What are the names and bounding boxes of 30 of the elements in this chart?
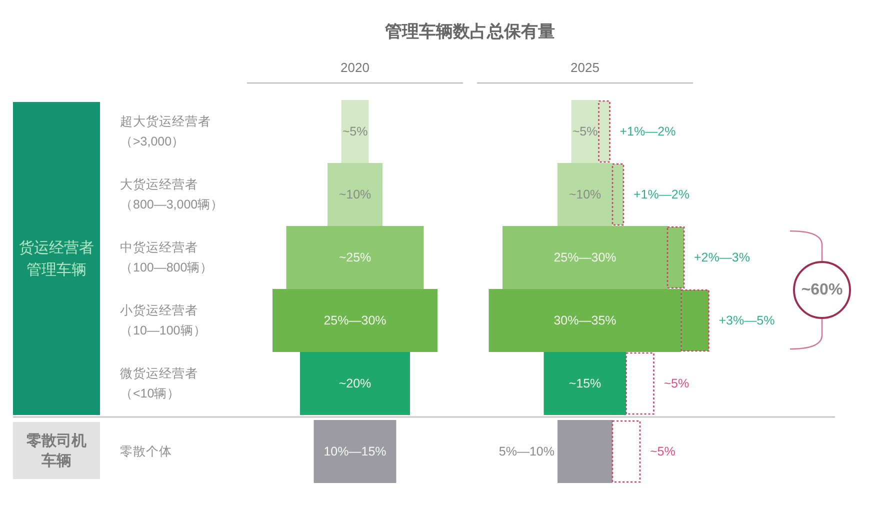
data-label: ~5% (342, 124, 368, 138)
data-label: ~15% (568, 376, 602, 390)
data-label: 25%—30% (324, 314, 386, 328)
text: ~60% (801, 282, 843, 298)
category-label: 超大货运经营者（>3,000） (120, 114, 211, 148)
series-label: 2025 (570, 60, 600, 75)
category-label: 小货运经营者（10—100辆） (120, 304, 206, 338)
data-label: ~10% (568, 188, 602, 202)
data-label: 5%—10% (498, 444, 554, 458)
category-label: 中货运经营者（100—800辆） (120, 240, 214, 274)
data-label: +3%—5% (718, 314, 775, 328)
data-label: ~20% (338, 376, 372, 390)
data-label: +2%—3% (694, 250, 750, 264)
data-label: 25%—30% (554, 250, 616, 264)
text: 零散司机车辆 (26, 432, 86, 469)
data-label: 30%—35% (554, 314, 616, 328)
category-label: 零散个体 (120, 444, 172, 458)
data-label: +1%—2% (620, 124, 676, 138)
data-label: 10%—15% (324, 444, 386, 458)
data-label: ~25% (338, 250, 372, 264)
series-label: 2020 (340, 60, 370, 75)
data-label: +1%—2% (634, 188, 690, 202)
data-label: ~5% (650, 444, 676, 458)
text: 管理车辆数占总保有量 (384, 22, 555, 41)
category-label: 微货运经营者（<10辆） (120, 366, 198, 400)
text: 货运经营者管理车辆 (19, 239, 94, 278)
data-label: ~10% (338, 188, 372, 202)
category-label: 大货运经营者（800—3,000辆） (120, 178, 224, 212)
data-label: ~5% (664, 376, 690, 390)
data-label: ~5% (572, 124, 598, 138)
